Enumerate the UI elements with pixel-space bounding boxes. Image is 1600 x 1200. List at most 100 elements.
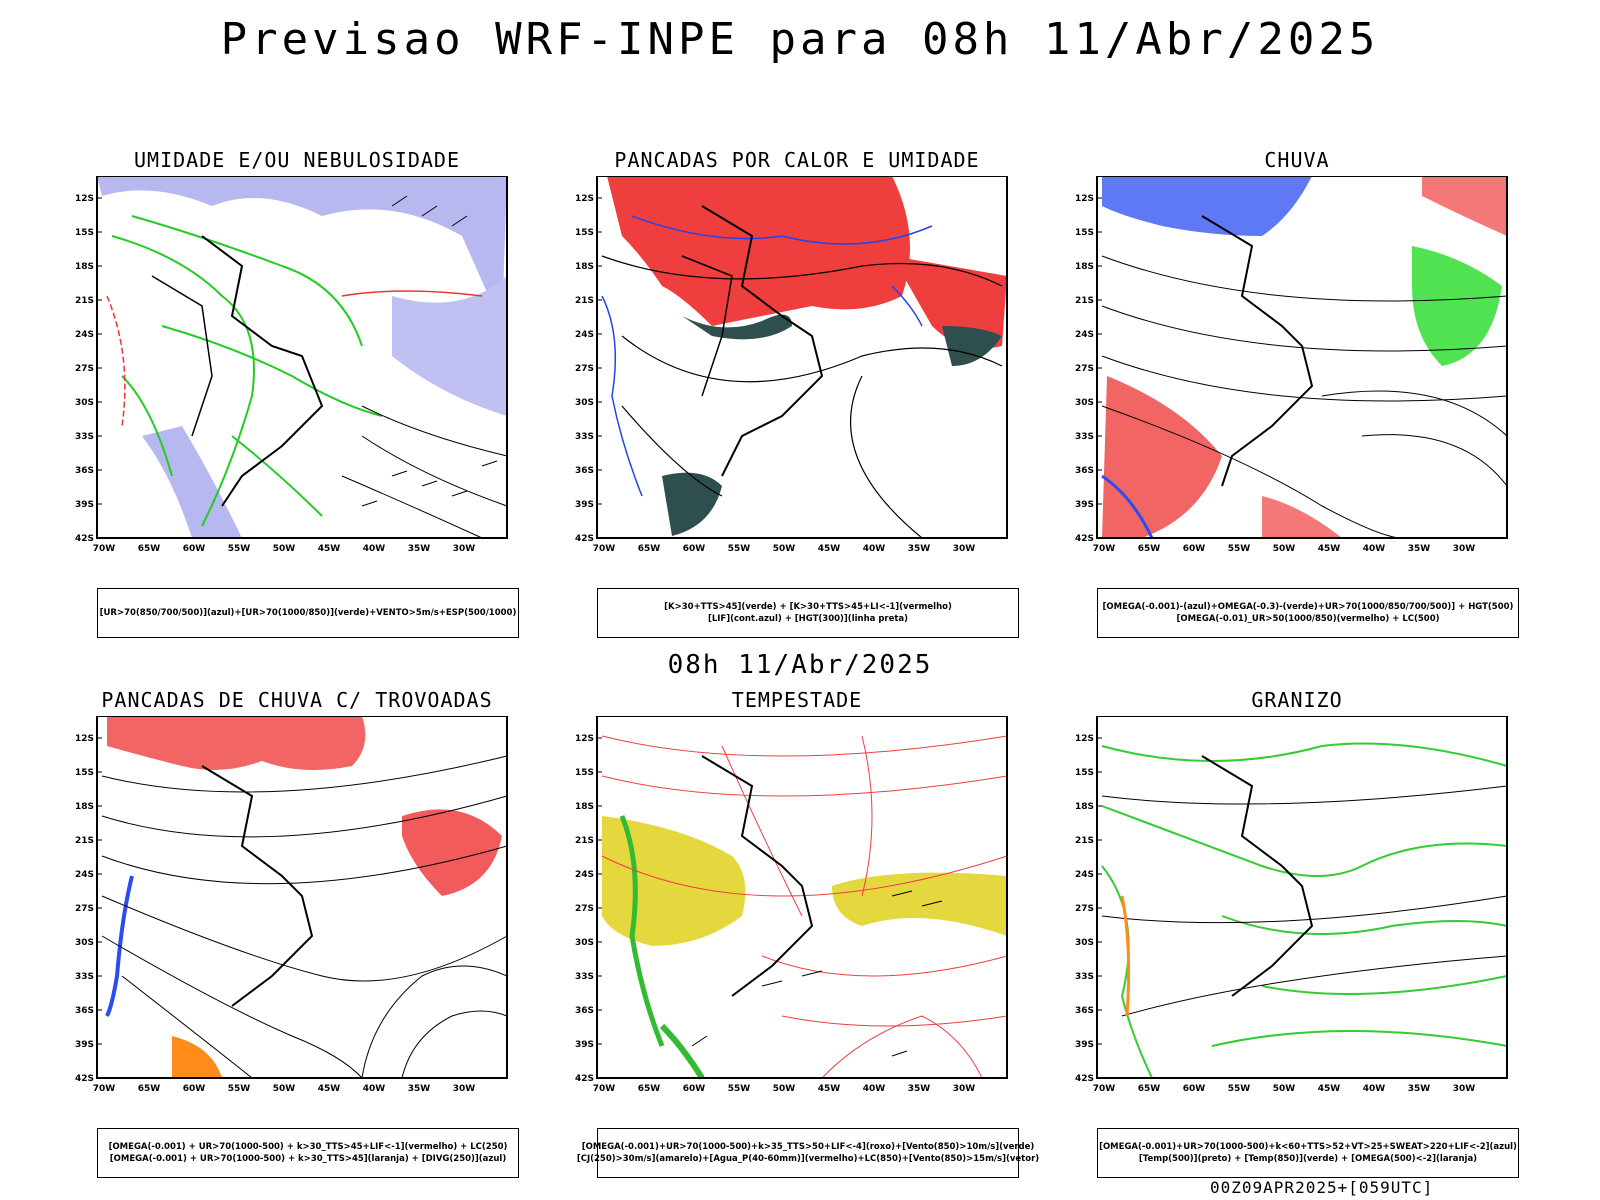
- lat-tick-label: 36S: [75, 1006, 94, 1016]
- lat-tick-label: 36S: [1075, 466, 1094, 476]
- lat-tick-label: 24S: [1075, 330, 1094, 340]
- lat-tick-label: 21S: [1075, 296, 1094, 306]
- lon-tick-label: 50W: [773, 1084, 796, 1094]
- lon-tick-label: 50W: [1273, 1084, 1296, 1094]
- lat-tick-label: 27S: [575, 904, 594, 914]
- lon-tick-label: 30W: [953, 1084, 976, 1094]
- lat-tick-label: 39S: [1075, 500, 1094, 510]
- lon-tick-label: 45W: [318, 544, 341, 554]
- lat-tick-label: 24S: [575, 330, 594, 340]
- lat-tick-label: 15S: [575, 768, 594, 778]
- lat-tick-label: 42S: [75, 1074, 94, 1084]
- lat-tick-label: 12S: [575, 194, 594, 204]
- lat-tick-label: 15S: [1075, 768, 1094, 778]
- lon-tick-label: 65W: [1138, 544, 1161, 554]
- lat-tick-label: 33S: [75, 432, 94, 442]
- panel-legend: [OMEGA(-0.001)+UR>70(1000-500)+k>35_TTS>…: [577, 1128, 1039, 1178]
- lon-tick-label: 35W: [408, 1084, 431, 1094]
- lon-tick-label: 70W: [1093, 544, 1116, 554]
- map-granizo: 12S 15S 18S 21S 24S 27S 30S 33S 36S 39S 42S 70W 65W 6…: [1062, 716, 1532, 1126]
- lon-tick-label: 30W: [453, 544, 476, 554]
- forecast-time: 08h 11/Abr/2025: [667, 650, 933, 680]
- lat-tick-label: 30S: [1075, 398, 1094, 408]
- lon-tick-label: 40W: [863, 1084, 886, 1094]
- lon-tick-label: 60W: [1183, 544, 1206, 554]
- legend-line: [CJ(250)>30m/s](amarelo)+[Agua_P(40-60mm…: [576, 1154, 1040, 1164]
- panel-title: PANCADAS POR CALOR E UMIDADE: [614, 148, 980, 172]
- lat-tick-label: 15S: [1075, 228, 1094, 238]
- lon-tick-label: 50W: [273, 544, 296, 554]
- lon-tick-label: 70W: [93, 1084, 116, 1094]
- lat-tick-label: 12S: [1075, 734, 1094, 744]
- lat-tick-label: 33S: [575, 432, 594, 442]
- legend-line: [OMEGA(-0.001)-(azul)+OMEGA(-0.3)-(verde…: [1102, 602, 1514, 612]
- lat-tick-label: 42S: [575, 534, 594, 544]
- run-timestamp: 00Z09APR2025+[059UTC]: [1210, 1178, 1434, 1197]
- lat-tick-label: 27S: [1075, 364, 1094, 374]
- lat-tick-label: 27S: [75, 364, 94, 374]
- lat-tick-label: 30S: [75, 938, 94, 948]
- lat-tick-label: 21S: [75, 836, 94, 846]
- lat-tick-label: 33S: [575, 972, 594, 982]
- lat-tick-label: 15S: [75, 768, 94, 778]
- lat-tick-label: 27S: [575, 364, 594, 374]
- lon-tick-label: 60W: [1183, 1084, 1206, 1094]
- lon-tick-label: 65W: [138, 1084, 161, 1094]
- lat-tick-label: 30S: [575, 398, 594, 408]
- lon-tick-label: 55W: [1228, 544, 1251, 554]
- lon-tick-label: 55W: [728, 1084, 751, 1094]
- panel-title: CHUVA: [1264, 148, 1330, 172]
- lat-tick-label: 24S: [75, 870, 94, 880]
- lat-tick-label: 21S: [1075, 836, 1094, 846]
- panel-legend: [UR>70(850/700/500)](azul)+[UR>70(1000/8…: [97, 588, 519, 638]
- lon-tick-label: 60W: [183, 544, 206, 554]
- map-tempestade: 12S 15S 18S 21S 24S 27S 30S 33S 36S 39S 42S 70W 65W 6…: [562, 716, 1032, 1126]
- lat-tick-label: 36S: [575, 1006, 594, 1016]
- panel-title: GRANIZO: [1251, 688, 1343, 712]
- lon-tick-label: 35W: [1408, 544, 1431, 554]
- lon-tick-label: 35W: [408, 544, 431, 554]
- lon-tick-label: 45W: [1318, 544, 1341, 554]
- lon-tick-label: 55W: [1228, 1084, 1251, 1094]
- lon-tick-label: 30W: [1453, 1084, 1476, 1094]
- lat-tick-label: 30S: [575, 938, 594, 948]
- lon-tick-label: 55W: [228, 544, 251, 554]
- lat-tick-label: 18S: [75, 262, 94, 272]
- lon-tick-label: 30W: [1453, 544, 1476, 554]
- lon-tick-label: 40W: [363, 544, 386, 554]
- lat-tick-label: 24S: [75, 330, 94, 340]
- lat-tick-label: 18S: [1075, 802, 1094, 812]
- lat-tick-label: 33S: [75, 972, 94, 982]
- lat-tick-label: 42S: [575, 1074, 594, 1084]
- lon-tick-label: 70W: [593, 544, 616, 554]
- lat-tick-label: 18S: [1075, 262, 1094, 272]
- lon-tick-label: 50W: [273, 1084, 296, 1094]
- panel-legend: [OMEGA(-0.001)+UR>70(1000-500)+k<60+TTS>…: [1097, 1128, 1519, 1178]
- lat-tick-label: 30S: [1075, 938, 1094, 948]
- legend-line: [OMEGA(-0.001) + UR>70(1000-500) + k>30_…: [108, 1142, 508, 1152]
- map-chuva: 12S 15S 18S 21S 24S 27S 30S 33S 36S 39S 42S 70W 65W 6…: [1062, 176, 1532, 586]
- lat-tick-label: 15S: [75, 228, 94, 238]
- lat-tick-label: 42S: [1075, 534, 1094, 544]
- legend-line: [UR>70(850/700/500)](azul)+[UR>70(1000/8…: [99, 608, 517, 618]
- lat-tick-label: 18S: [575, 802, 594, 812]
- lat-tick-label: 30S: [75, 398, 94, 408]
- legend-line: [LIF](cont.azul) + [HGT(300)](linha pret…: [707, 614, 909, 624]
- legend-line: [OMEGA(-0.001)+UR>70(1000-500)+k<60+TTS>…: [1099, 1142, 1517, 1152]
- lat-tick-label: 12S: [575, 734, 594, 744]
- lon-tick-label: 30W: [953, 544, 976, 554]
- lon-tick-label: 45W: [1318, 1084, 1341, 1094]
- lat-tick-label: 21S: [575, 836, 594, 846]
- panel-legend: [OMEGA(-0.001) + UR>70(1000-500) + k>30_…: [97, 1128, 519, 1178]
- map-trovoadas: 12S 15S 18S 21S 24S 27S 30S 33S 36S 39S 42S 70W 65W 6…: [62, 716, 532, 1126]
- lon-tick-label: 45W: [818, 544, 841, 554]
- lat-tick-label: 24S: [575, 870, 594, 880]
- lat-tick-label: 42S: [1075, 1074, 1094, 1084]
- lon-tick-label: 70W: [1093, 1084, 1116, 1094]
- legend-line: [OMEGA(-0.001)+UR>70(1000-500)+k>35_TTS>…: [581, 1142, 1035, 1152]
- lon-tick-label: 65W: [638, 1084, 661, 1094]
